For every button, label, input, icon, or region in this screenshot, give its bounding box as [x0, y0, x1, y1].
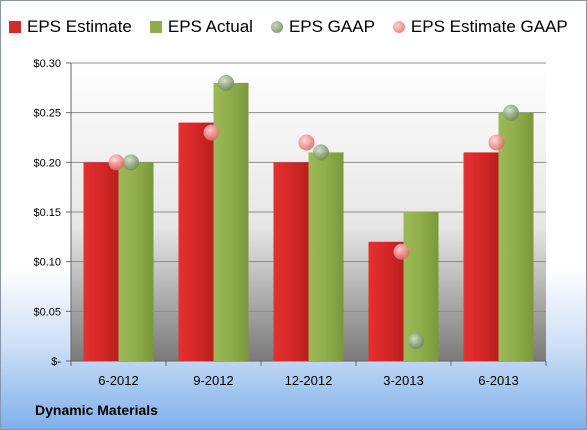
- legend: EPS Estimate EPS Actual EPS GAAP EPS Est…: [9, 17, 586, 37]
- dot-eps-gaap: [408, 333, 424, 350]
- legend-item-eps-estimate: EPS Estimate: [9, 17, 132, 37]
- dot-eps-estimate-gaap: [108, 154, 125, 171]
- bar-eps-estimate: [83, 162, 119, 361]
- legend-item-eps-actual: EPS Actual: [149, 17, 253, 37]
- bar-eps-actual: [308, 152, 344, 361]
- legend-label-eps-estimate-gaap: EPS Estimate GAAP: [410, 17, 568, 36]
- bar-eps-estimate: [368, 241, 404, 361]
- dot-eps-estimate-gaap: [203, 124, 220, 141]
- y-tick-label: $-: [51, 356, 61, 368]
- legend-swatch-eps-estimate-gaap: [392, 21, 405, 33]
- dot-eps-gaap: [123, 154, 139, 171]
- x-tick-label: 3-2013: [383, 373, 423, 388]
- legend-item-eps-gaap: EPS GAAP: [270, 17, 375, 37]
- dot-eps-gaap: [313, 144, 329, 161]
- dot-eps-estimate-gaap: [488, 134, 505, 151]
- bar-eps-actual: [213, 82, 249, 361]
- legend-label-eps-gaap: EPS GAAP: [288, 17, 375, 36]
- x-tick-label: 12-2012: [285, 373, 333, 388]
- y-tick-label: $0.05: [33, 306, 61, 318]
- legend-label-eps-actual: EPS Actual: [167, 17, 253, 36]
- legend-swatch-eps-actual: [149, 21, 162, 33]
- dot-eps-estimate-gaap: [298, 134, 315, 151]
- legend-label-eps-estimate: EPS Estimate: [27, 17, 132, 36]
- y-tick-label: $0.25: [33, 108, 61, 120]
- bar-eps-actual: [118, 162, 154, 361]
- y-tick-label: $0.15: [33, 207, 61, 219]
- legend-swatch-eps-gaap: [270, 21, 283, 33]
- y-tick-label: $0.30: [33, 58, 61, 70]
- bar-eps-actual: [498, 112, 534, 362]
- bar-eps-estimate: [463, 152, 499, 361]
- y-tick-label: $0.20: [33, 157, 61, 169]
- x-tick-label: 6-2012: [98, 373, 138, 388]
- company-name: Dynamic Materials: [35, 402, 158, 418]
- legend-swatch-eps-estimate: [9, 21, 21, 33]
- dot-eps-gaap: [218, 74, 234, 91]
- bar-eps-estimate: [273, 162, 309, 361]
- legend-item-eps-estimate-gaap: EPS Estimate GAAP: [392, 17, 568, 37]
- x-tick-label: 9-2012: [193, 373, 233, 388]
- y-tick-label: $0.10: [33, 257, 61, 269]
- x-tick-label: 6-2013: [478, 373, 518, 388]
- dot-eps-estimate-gaap: [393, 243, 410, 260]
- bar-eps-estimate: [178, 122, 214, 361]
- dot-eps-gaap: [503, 104, 519, 121]
